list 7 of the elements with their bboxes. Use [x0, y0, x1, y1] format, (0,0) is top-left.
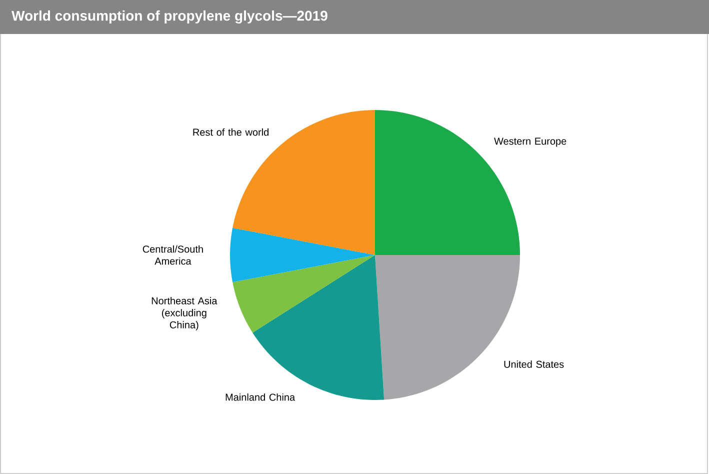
slice-label: Central/South America [142, 245, 203, 265]
slice-label: United States [504, 360, 564, 368]
slice-label: Rest of the world [193, 128, 268, 136]
slice-label: Western Europe [494, 138, 566, 147]
slice-label: Northeast Asia (excluding China) [152, 297, 218, 330]
chart-title: World consumption of propylene glycols—2019 [12, 10, 328, 24]
slice-label: Mainland China [226, 393, 296, 401]
